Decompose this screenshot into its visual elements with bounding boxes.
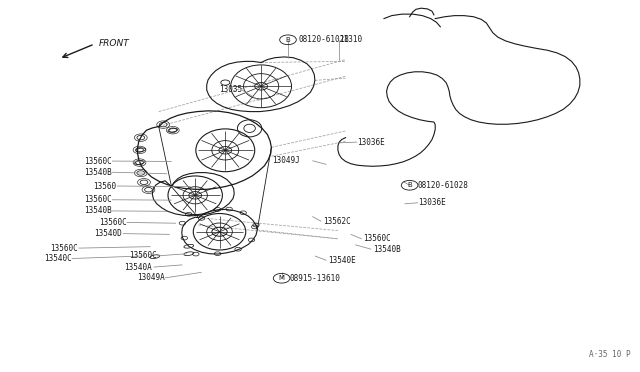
Text: 13560C: 13560C bbox=[51, 244, 78, 253]
Text: A·35 10 P: A·35 10 P bbox=[589, 350, 630, 359]
Text: 08915-13610: 08915-13610 bbox=[290, 274, 340, 283]
Text: 13562C: 13562C bbox=[323, 217, 351, 226]
Text: 13560C: 13560C bbox=[84, 157, 112, 166]
Text: 13049J: 13049J bbox=[272, 156, 300, 165]
Text: 13540D: 13540D bbox=[94, 229, 122, 238]
Text: 13560C: 13560C bbox=[364, 234, 391, 243]
Text: 13036E: 13036E bbox=[418, 198, 445, 207]
Text: 13560C: 13560C bbox=[99, 218, 127, 227]
Text: 08120-61028: 08120-61028 bbox=[418, 181, 468, 190]
Text: 13560C: 13560C bbox=[129, 251, 157, 260]
Text: 13540A: 13540A bbox=[125, 263, 152, 272]
Text: 13036E: 13036E bbox=[357, 138, 385, 147]
Text: 13540C: 13540C bbox=[44, 254, 72, 263]
Text: 13560: 13560 bbox=[93, 182, 116, 190]
Text: 08120-61028: 08120-61028 bbox=[299, 35, 349, 44]
Text: 13540B: 13540B bbox=[84, 206, 112, 215]
Text: 11310: 11310 bbox=[339, 35, 362, 44]
Text: 13540E: 13540E bbox=[328, 256, 356, 265]
Text: 13540B: 13540B bbox=[373, 245, 401, 254]
Text: 13049A: 13049A bbox=[138, 273, 165, 282]
Text: 13540B: 13540B bbox=[84, 168, 112, 177]
Text: 13560C: 13560C bbox=[84, 195, 112, 204]
Text: M: M bbox=[278, 275, 285, 281]
Text: FRONT: FRONT bbox=[99, 39, 130, 48]
Text: B: B bbox=[407, 182, 412, 188]
Text: 13035: 13035 bbox=[219, 85, 242, 94]
Text: B: B bbox=[285, 37, 291, 43]
